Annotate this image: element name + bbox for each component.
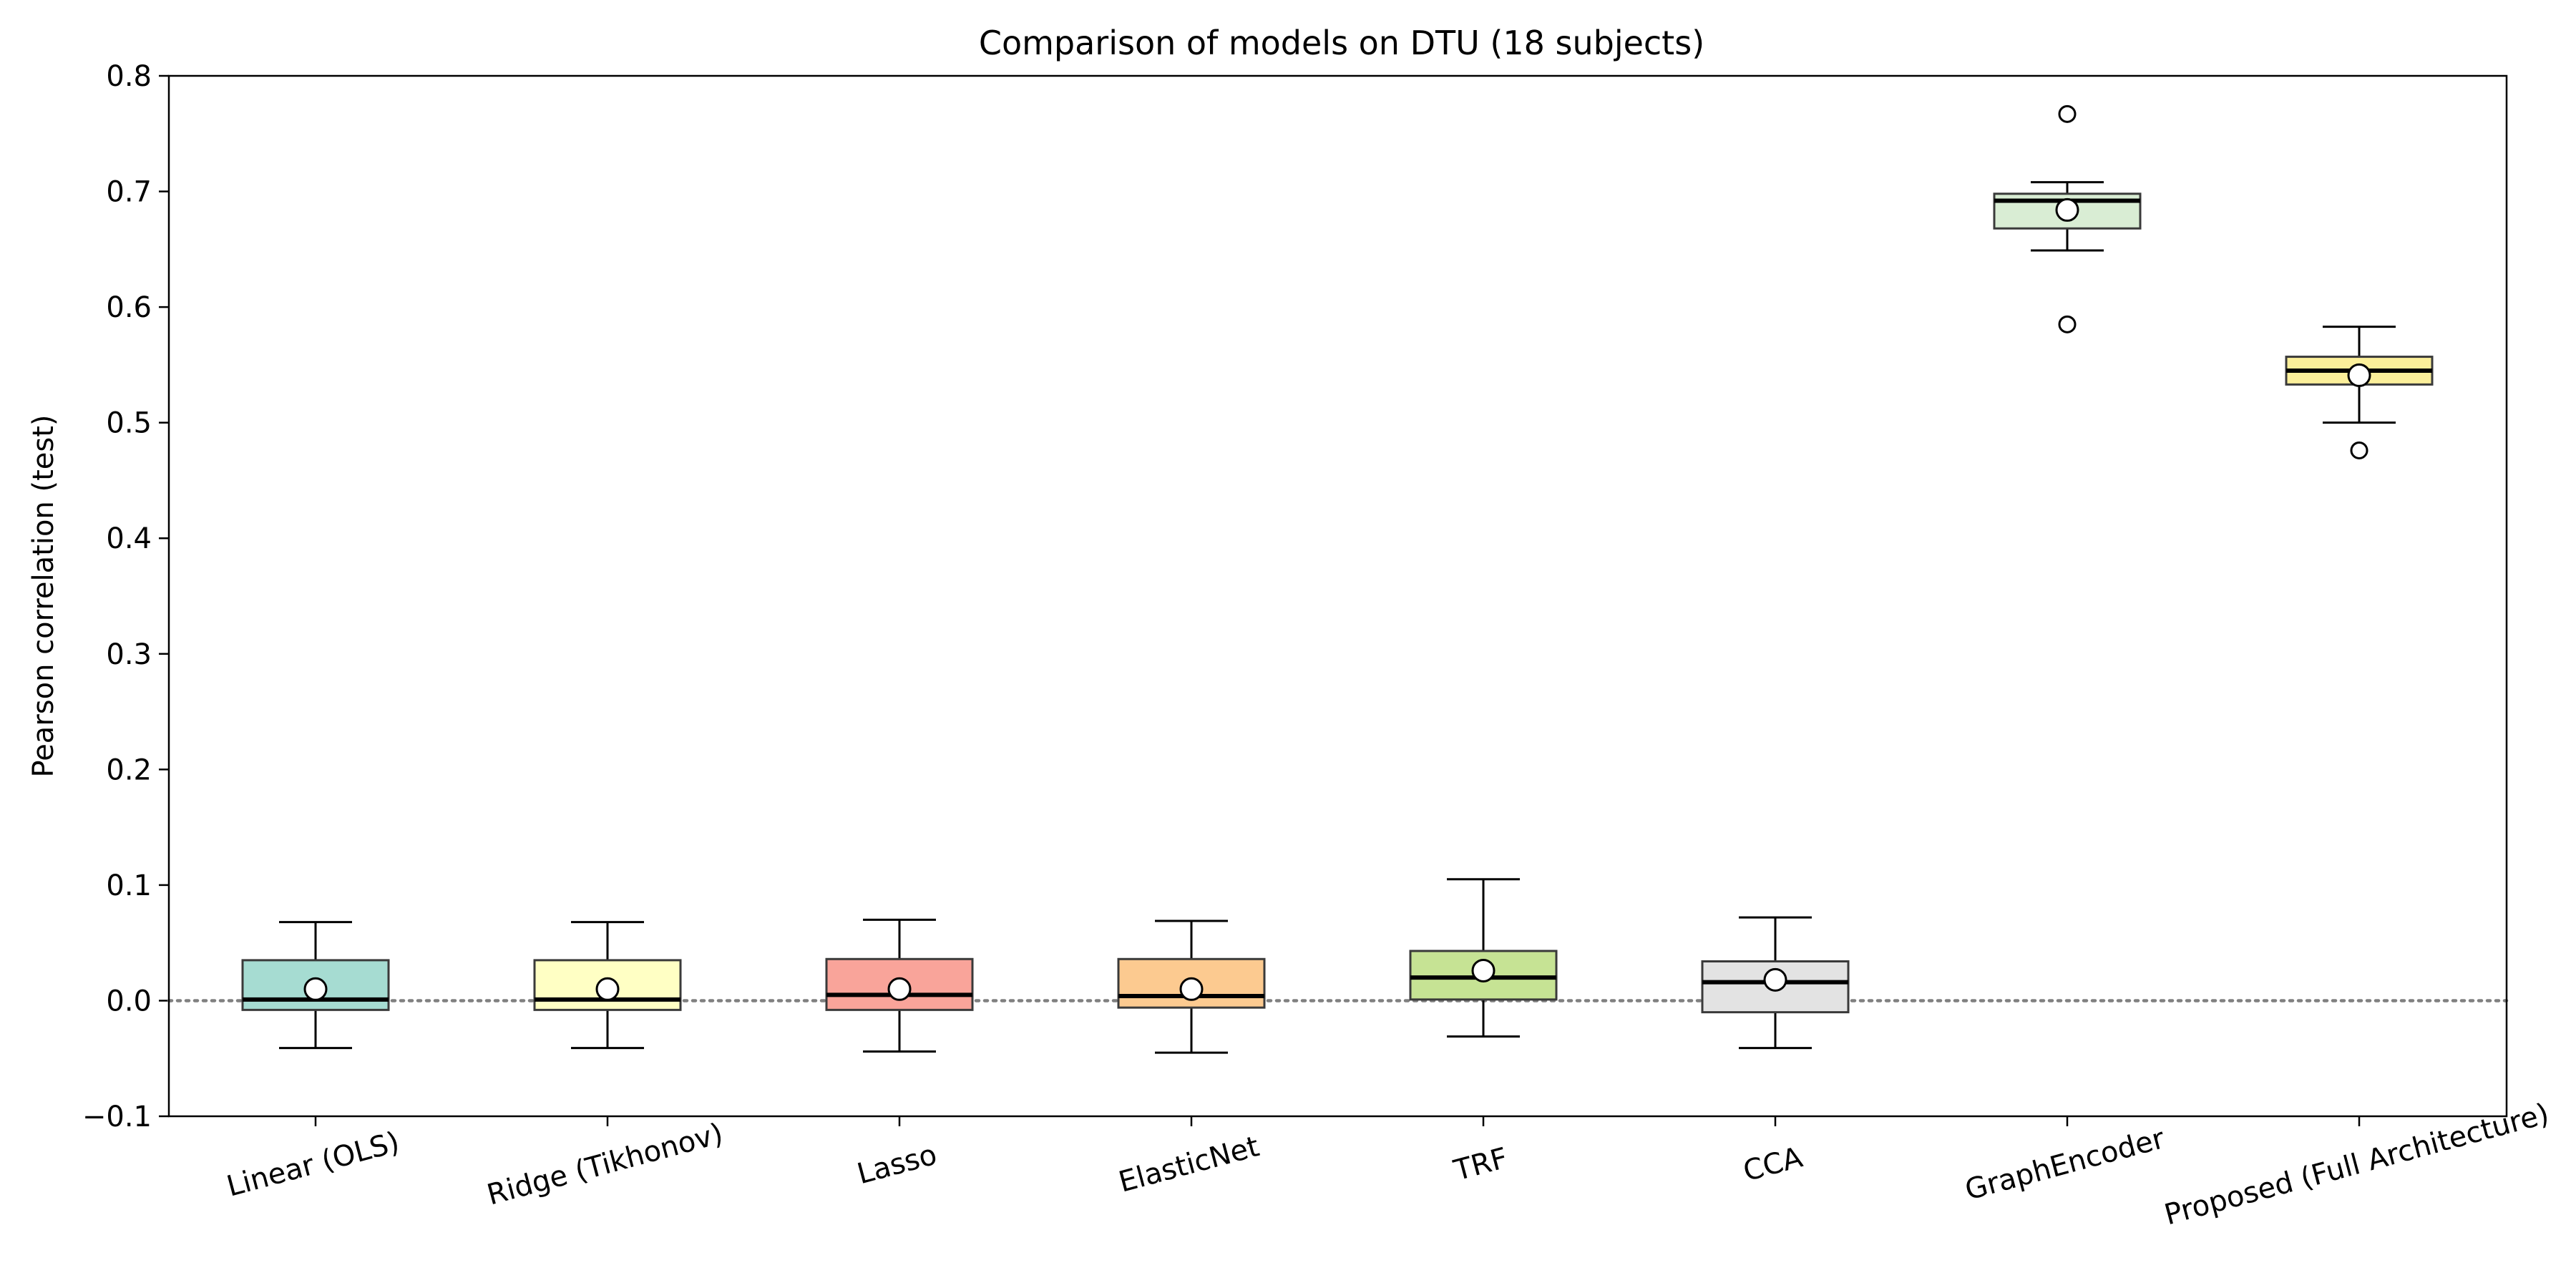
- mean-marker: [1471, 958, 1496, 982]
- box-group: [2285, 326, 2434, 459]
- mean-marker: [2347, 363, 2371, 387]
- y-tick-label: 0.6: [106, 291, 152, 324]
- mean-marker: [887, 977, 912, 1001]
- mean-marker: [595, 977, 620, 1001]
- y-tick-label: 0.7: [106, 176, 152, 209]
- mean-marker: [1763, 967, 1787, 992]
- chart-title: Comparison of models on DTU (18 subjects…: [979, 24, 1704, 62]
- y-tick-label: 0.3: [106, 638, 152, 671]
- outlier-point: [2058, 315, 2077, 333]
- y-axis-label: Pearson correlation (test): [27, 414, 60, 777]
- mean-marker: [303, 977, 328, 1001]
- box-group: [1993, 104, 2142, 333]
- box-group: [241, 921, 390, 1050]
- box-group: [1117, 919, 1266, 1054]
- y-tick-label: 0.2: [106, 753, 152, 786]
- mean-marker: [1179, 977, 1204, 1001]
- y-tick-label: 0.5: [106, 407, 152, 440]
- y-tick-label: 0.4: [106, 522, 152, 555]
- outlier-point: [2058, 104, 2077, 123]
- y-tick-label: 0.8: [106, 60, 152, 93]
- box-group: [1701, 916, 1850, 1050]
- box-group: [533, 921, 682, 1050]
- box-group: [825, 918, 974, 1053]
- outlier-point: [2350, 441, 2368, 459]
- plot-frame: [167, 74, 2508, 1118]
- mean-marker: [2055, 197, 2079, 222]
- box-group: [1409, 878, 1558, 1038]
- y-tick-label: −0.1: [82, 1101, 152, 1133]
- y-tick-label: 0.1: [106, 869, 152, 902]
- y-tick-label: 0.0: [106, 985, 152, 1018]
